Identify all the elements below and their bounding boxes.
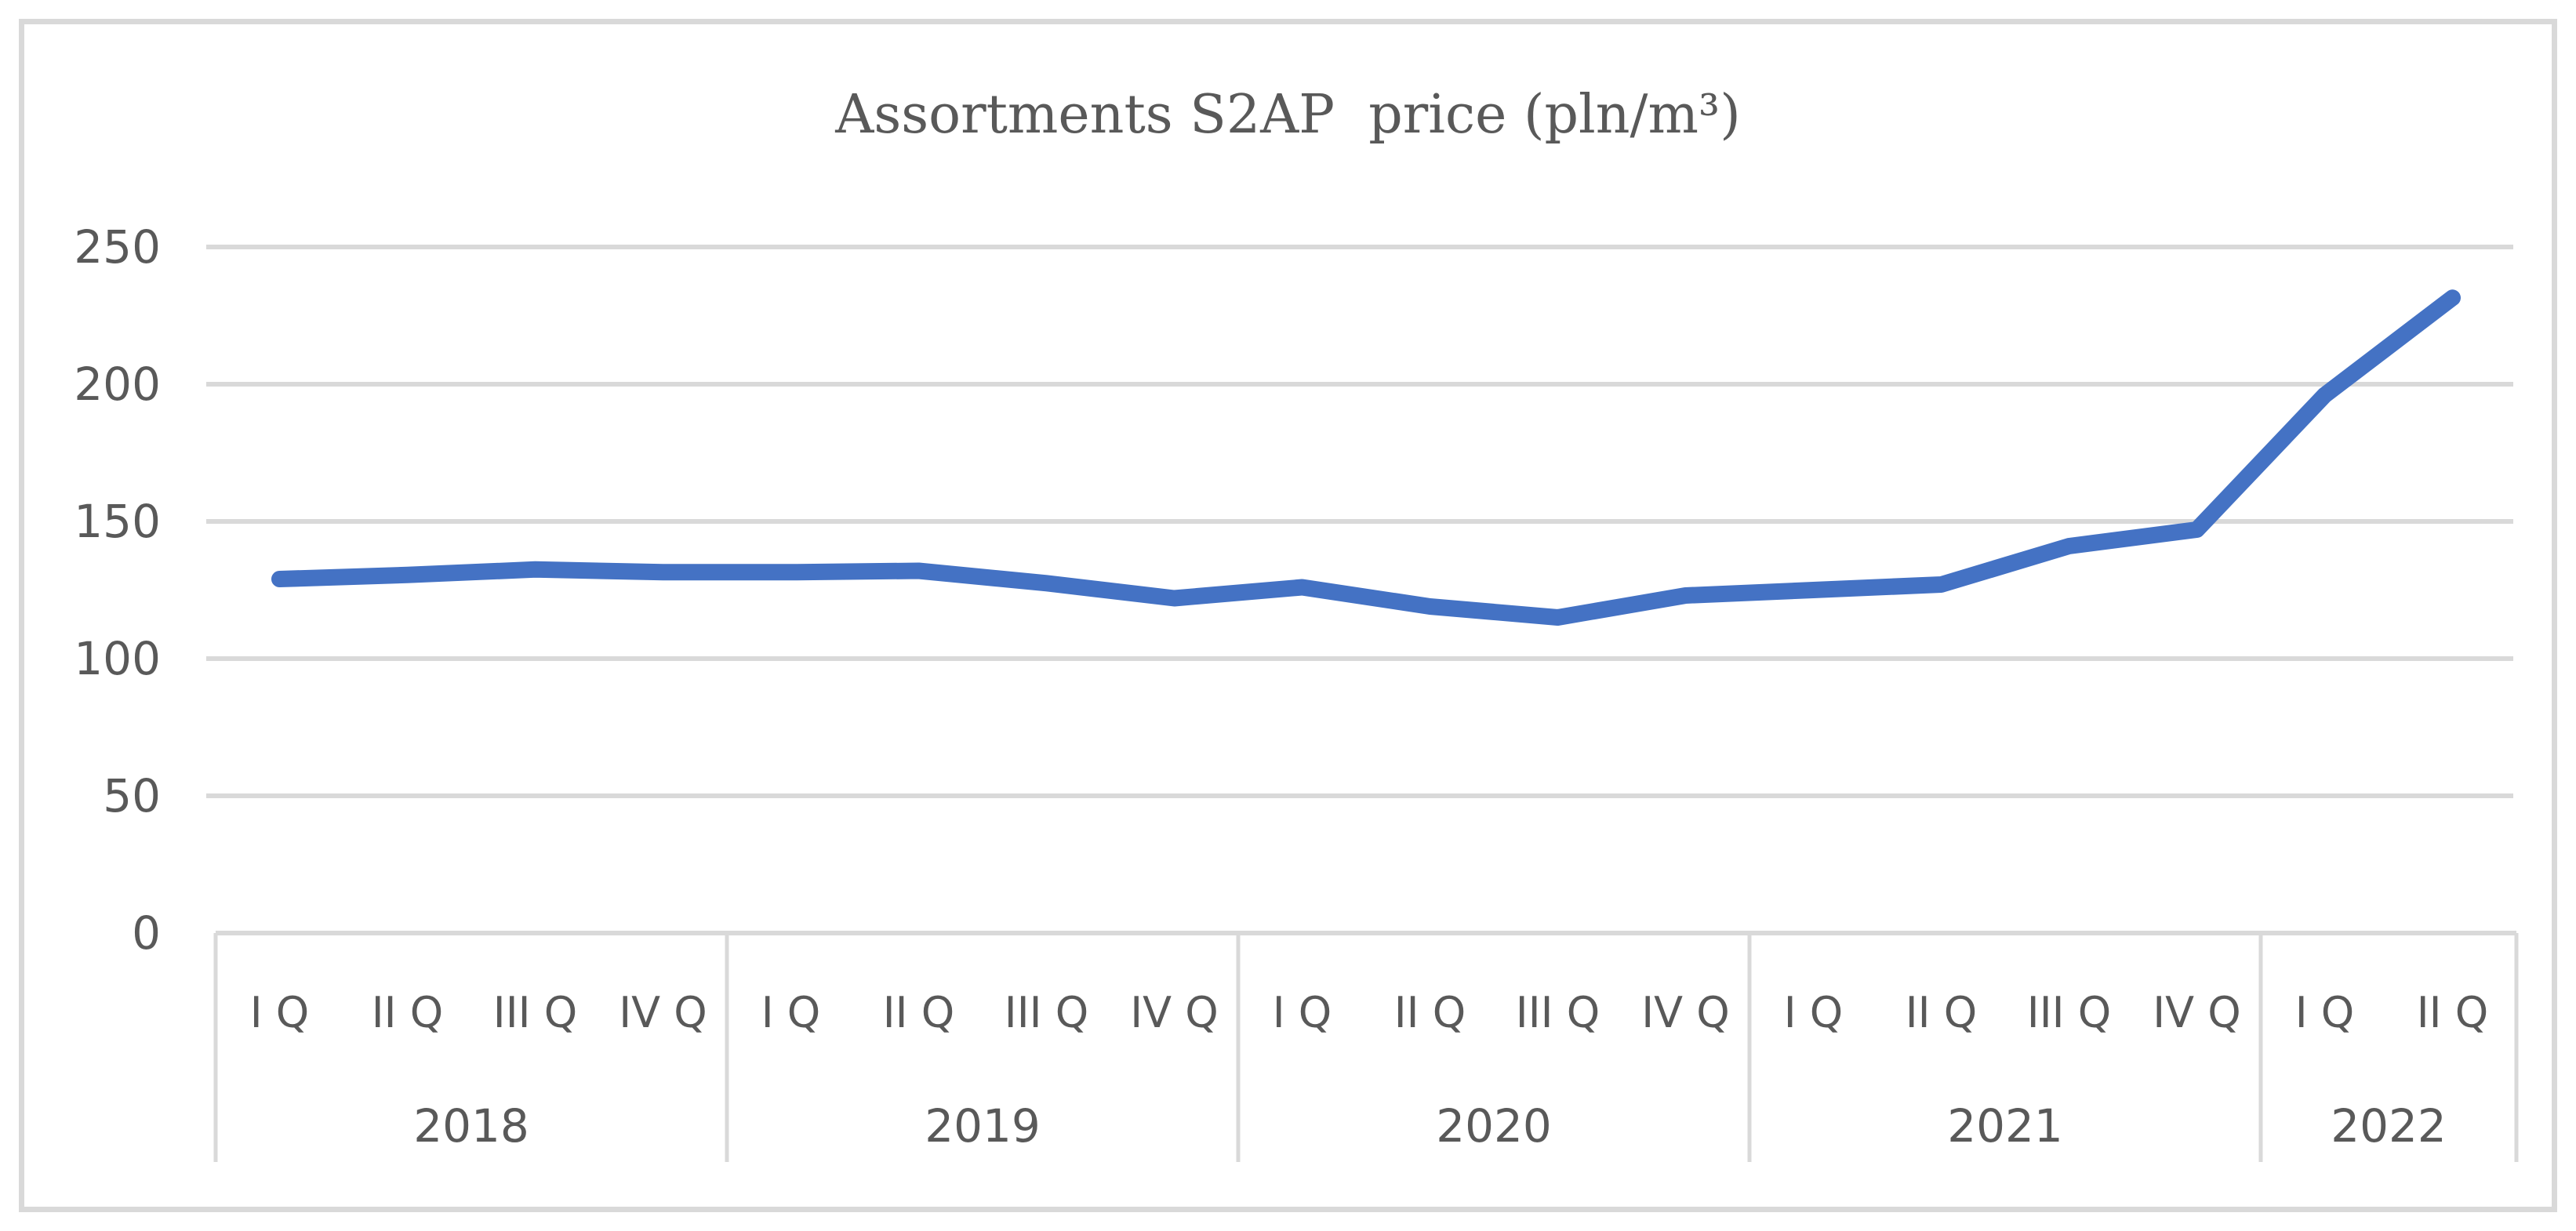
y-axis-label: 50 <box>103 769 161 822</box>
x-axis-year-label: 2019 <box>925 1099 1041 1153</box>
y-axis-label: 200 <box>74 358 161 411</box>
x-axis-quarter-label: II Q <box>882 988 955 1037</box>
x-axis-year-label: 2022 <box>2331 1099 2447 1153</box>
x-axis-quarter-label: II Q <box>371 988 444 1037</box>
x-axis-quarter-label: III Q <box>1515 988 1600 1037</box>
x-axis-quarter-label: IV Q <box>619 988 707 1037</box>
y-axis-label: 100 <box>74 632 161 685</box>
x-axis-quarter-label: I Q <box>761 988 821 1037</box>
x-axis-quarter-label: III Q <box>2026 988 2112 1037</box>
x-axis-quarter-label: I Q <box>1783 988 1844 1037</box>
chart-border <box>19 19 2557 1212</box>
x-axis-quarter-label: I Q <box>249 988 310 1037</box>
x-axis-quarter-label: I Q <box>2294 988 2355 1037</box>
x-axis-year-label: 2021 <box>1947 1099 2063 1153</box>
x-axis-quarter-label: III Q <box>492 988 578 1037</box>
y-axis-label: 0 <box>132 906 161 960</box>
x-axis-year-label: 2020 <box>1436 1099 1552 1153</box>
y-axis-label: 250 <box>74 220 161 274</box>
x-axis-quarter-label: IV Q <box>2153 988 2241 1037</box>
x-axis-quarter-label: II Q <box>2416 988 2489 1037</box>
x-axis-quarter-label: II Q <box>1905 988 1978 1037</box>
x-axis-quarter-label: IV Q <box>1641 988 1730 1037</box>
x-axis-year-label: 2018 <box>413 1099 529 1153</box>
x-axis-quarter-label: III Q <box>1004 988 1089 1037</box>
x-axis-quarter-label: II Q <box>1393 988 1466 1037</box>
y-axis-label: 150 <box>74 495 161 548</box>
x-axis-quarter-label: IV Q <box>1130 988 1219 1037</box>
chart-title: Assortments S2AP price (pln/m³) <box>835 84 1741 146</box>
price-line <box>271 289 2461 626</box>
x-axis-quarter-label: I Q <box>1272 988 1332 1037</box>
